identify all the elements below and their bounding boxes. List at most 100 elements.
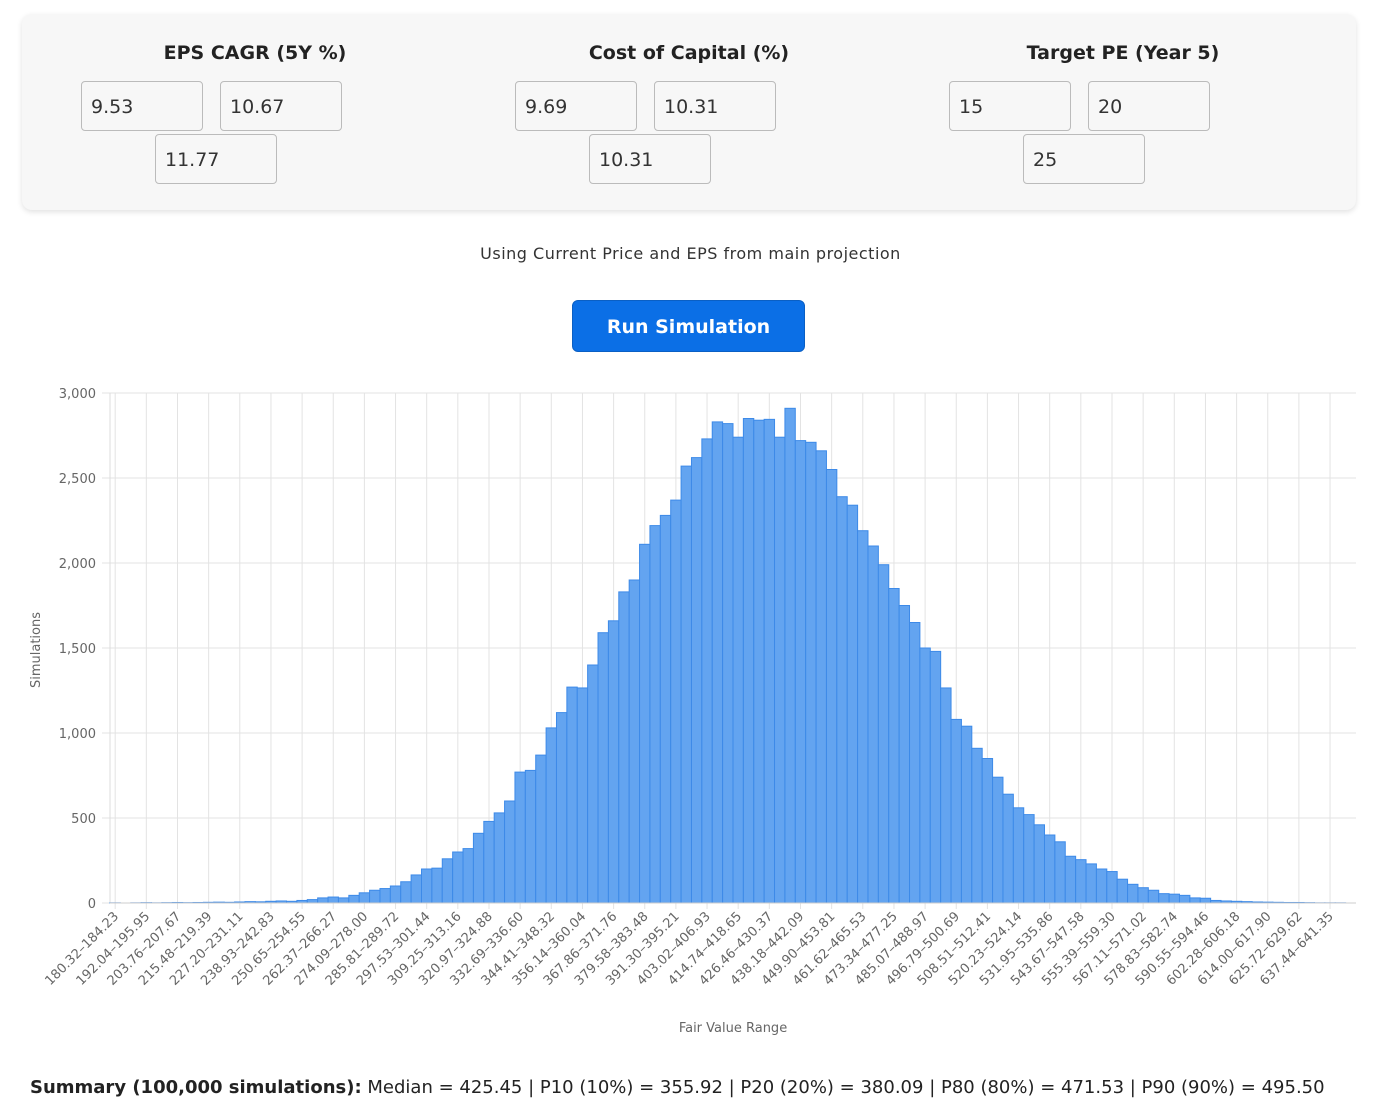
input-box[interactable]: 11.77 [155,134,277,184]
group-label: EPS CAGR (5Y %) [163,42,347,64]
y-tick-label: 3,000 [59,387,96,402]
bar [867,545,879,904]
bar [421,868,433,904]
bar [670,499,682,904]
input-box[interactable]: 15 [949,81,1071,131]
bar [1023,814,1035,904]
bar [805,441,817,904]
bar [1158,893,1170,904]
bar [1178,894,1191,904]
bar [950,718,962,904]
bar [909,622,921,904]
summary-label: Summary (100,000 simulations): [30,1077,362,1098]
bar [462,848,474,904]
bar [784,407,796,904]
bar [794,440,807,904]
bar [618,591,630,904]
input-box[interactable]: 25 [1023,134,1145,184]
bar [971,747,983,904]
bar [836,496,848,904]
bar [566,686,578,904]
bar [857,530,869,904]
bar [483,820,495,904]
bar [763,418,776,904]
input-group: EPS CAGR (5Y %) 9.53 10.67 11.77 [81,14,405,210]
bar [472,832,485,904]
input-group: Cost of Capital (%) 9.69 10.31 10.31 [515,14,839,210]
bar [1075,859,1087,904]
bar [1044,834,1056,904]
bar [576,687,589,904]
input-box[interactable]: 10.67 [220,81,342,131]
bar [1147,889,1160,904]
summary: Summary (100,000 simulations): Median = … [30,1077,1325,1098]
bar [940,687,952,904]
note: Using Current Price and EPS from main pr… [480,244,901,263]
bar [1054,841,1066,904]
bar [690,457,703,904]
bar [441,858,454,904]
bar [358,892,371,904]
bar [493,812,506,904]
input-panel: EPS CAGR (5Y %) 9.53 10.67 11.77 Cost of Cap… [22,14,1356,210]
bar [1002,793,1014,904]
input-box[interactable]: 9.69 [515,81,637,131]
bar [701,438,713,904]
input-box[interactable]: 9.53 [81,81,203,131]
bar [722,423,734,904]
bar [1168,893,1180,904]
bar [545,727,557,904]
bar [504,800,516,904]
group-label: Cost of Capital (%) [588,42,790,64]
chart: Fair Value Range Simulations 0 500 1,000 1,… [29,387,1356,1036]
input-box[interactable]: 10.31 [654,81,776,131]
bar [400,881,412,904]
bar [514,771,526,904]
bar [960,725,973,904]
bar [607,620,620,904]
bar [587,664,599,904]
bar [1189,897,1201,904]
bar [639,543,651,904]
bar [369,889,381,904]
bar [1199,897,1212,904]
bar [1095,868,1108,904]
bar [774,436,786,904]
y-tick-label: 500 [71,812,96,827]
bar [306,899,319,904]
bar [452,851,464,904]
bar [825,469,838,904]
bar [337,897,350,904]
bar [659,514,672,904]
bar [1064,855,1077,904]
bar [431,867,443,904]
y-tick-label: 0 [88,897,96,912]
bar [379,888,391,904]
bar [389,885,402,904]
bar [1127,883,1139,904]
bar [711,421,724,904]
bar [1116,878,1129,904]
x-axis-title: Fair Value Range [679,1021,787,1036]
bar [753,419,765,904]
bar [524,769,537,904]
input-box[interactable]: 10.31 [589,134,711,184]
bar [981,758,994,904]
group-label: Target PE (Year 5) [1026,42,1220,64]
bar [628,579,641,904]
bar [732,436,744,904]
bar [846,504,859,904]
bar [877,564,890,904]
bar [680,465,692,904]
bar [327,896,339,904]
y-tick-label: 1,500 [59,642,96,657]
y-tick-label: 2,000 [59,557,96,572]
bar [1137,887,1149,904]
y-axis-title: Simulations [29,612,44,688]
input-group: Target PE (Year 5) 15 20 25 [949,14,1273,210]
run-button[interactable]: Run Simulation [572,300,805,352]
input-box[interactable]: 20 [1088,81,1210,131]
bar [815,450,827,904]
bar [597,632,609,904]
